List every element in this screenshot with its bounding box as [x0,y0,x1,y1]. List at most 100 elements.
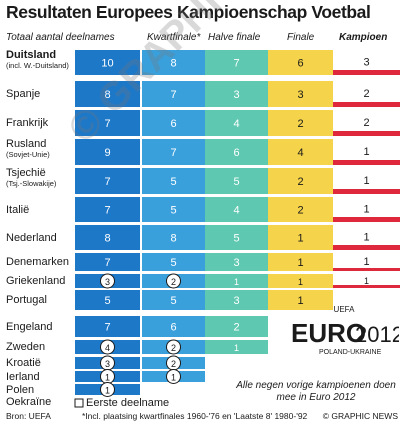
value-label-final-6: 1 [297,233,303,245]
value-label-halffinal-3: 6 [233,147,239,159]
value-label-final-7: 1 [297,257,303,269]
value-label-quarterfinal-10: 6 [170,322,176,334]
value-label-halffinal-5: 4 [233,205,239,217]
value-label-halffinal-0: 7 [233,58,239,70]
first-participation-marker-14-0 [100,382,115,397]
note-text: Alle negen vorige kampioenen doen mee in… [236,380,396,403]
value-label-final-8: 1 [298,277,303,287]
value-label-final-0: 6 [297,58,303,70]
country-label-1: Spanje [6,88,41,100]
value-label-halffinal-9: 3 [233,295,239,307]
bar-champion-4 [333,189,400,194]
country-label-11: Zweden [6,341,46,353]
bar-halffinal-5 [205,197,268,222]
bar-champion-0 [333,70,400,75]
bar-halffinal-4 [205,168,268,194]
bar-halffinal-1 [205,81,268,107]
bar-halffinal-10 [205,316,268,337]
country-label-6: Nederland [6,231,57,244]
bar-participations-0 [75,50,140,75]
bar-halffinal-3 [205,139,268,165]
value-label-quarterfinal-9: 5 [170,295,176,307]
bar-participations-5 [75,197,140,222]
logo-uefa-text: UEFA [334,305,356,314]
value-label-participations-3: 9 [104,147,110,159]
bar-champion-8 [333,285,400,288]
value-label-quarterfinal-6: 8 [170,233,176,245]
bar-halffinal-11 [205,340,268,354]
bar-final-1 [268,81,333,107]
value-label-final-9: 1 [297,295,303,307]
bar-champion-6 [333,245,400,250]
country-label-12: Kroatië [6,357,41,369]
country-label-15: Oekraïne [6,396,52,408]
bar-champion-5 [333,217,400,222]
bar-halffinal-2 [205,110,268,136]
value-label-champion-3: 1 [363,146,369,158]
country-label-13: Ierland [6,370,40,383]
value-label-quarterfinal-13: 1 [171,373,176,383]
country-note-0: (incl. W.-Duitsland) [6,61,69,70]
value-label-halffinal-7: 3 [233,257,239,269]
country-label-9: Portugal [6,294,47,306]
bar-participations-4 [75,168,140,194]
legend-first-participation: Eerste deelname [86,397,170,409]
bar-quarterfinal-5 [142,197,205,222]
bar-final-2 [268,110,333,136]
value-label-halffinal-6: 5 [233,233,239,245]
value-label-final-5: 2 [297,205,303,217]
logo-euro-text: EURO [291,318,366,348]
bar-halffinal-9 [205,290,268,310]
country-label-7: Denemarken [6,256,69,268]
bar-participations-6 [75,225,140,250]
logo-sub-text: POLAND-UKRAINE [319,349,382,356]
bar-halffinal-7 [205,253,268,271]
bar-participations-7 [75,253,140,271]
value-label-champion-2: 2 [363,117,369,129]
euro-2012-logo: UEFA EURO 2012 POLAND-UKRAINE [289,300,404,370]
value-label-participations-6: 8 [104,233,110,245]
value-label-participations-9: 5 [104,295,110,307]
country-note-3: (Sovjet-Unie) [6,150,50,159]
value-label-quarterfinal-5: 5 [170,205,176,217]
value-label-participations-2: 7 [104,118,110,130]
bar-final-9 [268,290,333,310]
bar-final-0 [268,50,333,75]
value-label-halffinal-4: 5 [233,176,239,188]
value-label-halffinal-10: 2 [233,322,239,334]
value-label-quarterfinal-3: 7 [170,147,176,159]
value-label-quarterfinal-2: 6 [170,118,176,130]
value-label-quarterfinal-1: 7 [170,89,176,101]
bar-champion-2 [333,131,400,136]
bar-participations-10 [75,316,140,337]
value-label-participations-4: 7 [104,176,110,188]
value-label-quarterfinal-8: 2 [171,277,176,287]
header-quarterfinal: Kwartfinale* [147,32,201,43]
country-label-14: Polen [6,383,35,396]
bar-final-3 [268,139,333,165]
value-label-participations-1: 8 [104,89,110,101]
credit-text: © GRAPHIC NEWS [322,411,398,421]
header-halffinal: Halve finale [208,32,261,43]
value-label-champion-8: 1 [364,276,369,286]
value-label-quarterfinal-4: 5 [170,176,176,188]
bar-final-4 [268,168,333,194]
country-label-2: Frankrijk [6,117,49,129]
value-label-halffinal-2: 4 [233,118,239,130]
bar-champion-1 [333,102,400,107]
header-participations: Totaal aantal deelnames [6,32,115,43]
bar-halffinal-8 [205,274,268,288]
value-label-participations-8: 3 [105,277,110,287]
value-label-participations-14: 1 [105,386,110,396]
value-label-champion-7: 1 [363,256,369,268]
logo-year-text: 2012 [355,322,399,347]
value-label-participations-13: 1 [105,373,110,383]
first-participation-marker-11-0 [100,339,115,355]
header-champion: Kampioen [339,32,388,43]
country-label-5: Italië [6,203,30,216]
bar-quarterfinal-0 [142,50,205,75]
bar-final-5 [268,197,333,222]
bar-quarterfinal-4 [142,168,205,194]
bar-final-8 [268,274,333,288]
